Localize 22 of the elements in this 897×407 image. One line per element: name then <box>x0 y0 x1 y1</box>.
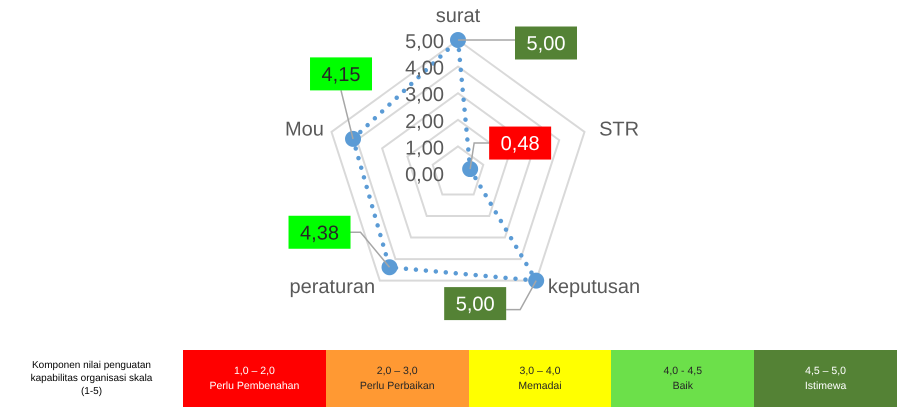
category-label: 4,5 – 5,0 Istimewa <box>804 364 846 394</box>
spoke-label: peraturan <box>289 276 376 298</box>
data-label: 4,15 <box>322 64 360 86</box>
text: Komponen nilai penguatan kapabilitas organisasi skala (1-5) <box>30 359 154 398</box>
category-label: 2,0 – 3,0 Perlu Perbaikan <box>360 364 435 394</box>
y-tick-label: 0,00 <box>405 164 444 186</box>
y-tick-label: 1,00 <box>405 137 444 160</box>
y-tick-label: 2,00 <box>405 110 444 133</box>
data-label: 5,00 <box>526 33 566 55</box>
y-tick-label: 4,00 <box>405 58 444 80</box>
data-label: 0,48 <box>500 133 540 156</box>
spoke-label: Mou <box>284 118 324 140</box>
y-tick-label: 3,00 <box>405 84 444 106</box>
category-label: 1,0 – 2,0 Perlu Pembenahan <box>209 364 300 394</box>
category-label: 3,0 – 4,0 Memadai <box>518 364 562 394</box>
data-label: 5,00 <box>456 294 495 316</box>
spoke-label: surat <box>436 5 481 27</box>
data-label: 4,38 <box>300 222 339 244</box>
category-label: 4,0 - 4,5 Baik <box>664 364 702 394</box>
y-tick-label: 5,00 <box>405 31 444 53</box>
spoke-label: STR <box>599 118 640 140</box>
spoke-label: keputusan <box>548 276 640 298</box>
